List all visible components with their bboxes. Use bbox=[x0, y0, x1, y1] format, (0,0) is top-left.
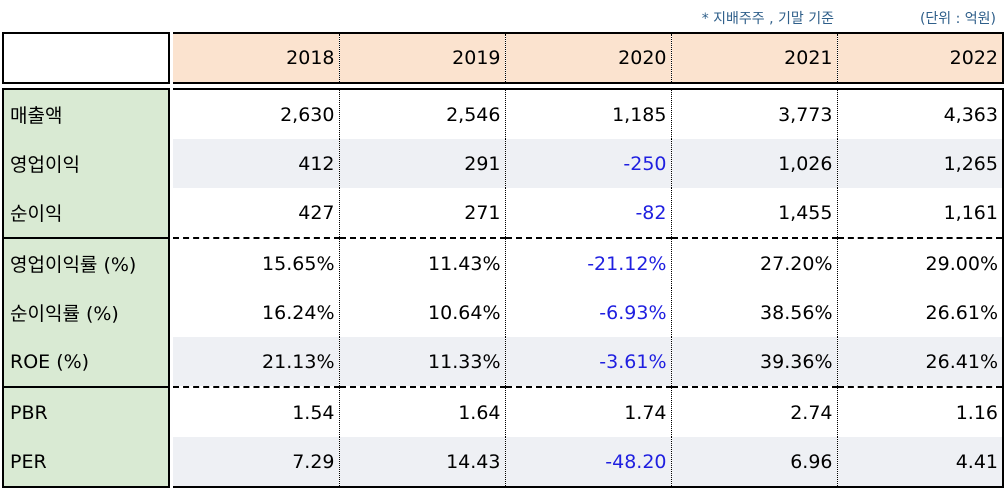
year-header: 2019 bbox=[339, 32, 506, 84]
row-label: 매출액 bbox=[2, 88, 170, 139]
table-row: PBR 1.54 1.64 1.74 2.74 1.16 bbox=[2, 386, 1004, 437]
table-cell: 1.74 bbox=[505, 386, 672, 437]
table-notes: * 지배주주 , 기말 기준 (단위 : 억원) bbox=[0, 4, 1006, 30]
table-cell: 38.56% bbox=[671, 288, 838, 337]
table-cell: 39.36% bbox=[671, 337, 838, 387]
table-row: 영업이익 412 291 -250 1,026 1,265 bbox=[2, 139, 1004, 188]
table-row: 순이익 427 271 -82 1,455 1,161 bbox=[2, 188, 1004, 238]
table-cell: 1,161 bbox=[837, 188, 1004, 238]
table-cell: 1.64 bbox=[339, 386, 506, 437]
table-cell: 1,455 bbox=[671, 188, 838, 238]
table-cell: 1,265 bbox=[837, 139, 1004, 188]
row-label: PER bbox=[2, 437, 170, 488]
table-row: ROE (%) 21.13% 11.33% -3.61% 39.36% 26.4… bbox=[2, 337, 1004, 387]
table-cell: 2.74 bbox=[671, 386, 838, 437]
header-row: 2018 2019 2020 2021 2022 bbox=[2, 32, 1004, 84]
year-header: 2020 bbox=[505, 32, 672, 84]
header-corner-cell bbox=[2, 32, 170, 84]
financial-table: 2018 2019 2020 2021 2022 매출액 2,630 2,546… bbox=[2, 32, 1004, 488]
table-cell: 1,185 bbox=[505, 88, 672, 139]
row-label: 영업이익률 (%) bbox=[2, 237, 170, 288]
table-cell: -6.93% bbox=[505, 288, 672, 337]
year-header: 2018 bbox=[173, 32, 340, 84]
table-cell: 1.16 bbox=[837, 386, 1004, 437]
table-cell: 427 bbox=[173, 188, 340, 238]
table-cell: -250 bbox=[505, 139, 672, 188]
table-cell: 291 bbox=[339, 139, 506, 188]
table-cell: 29.00% bbox=[837, 237, 1004, 288]
table-cell: 7.29 bbox=[173, 437, 340, 488]
table-cell: 3,773 bbox=[671, 88, 838, 139]
row-label: ROE (%) bbox=[2, 337, 170, 387]
table-cell: 11.43% bbox=[339, 237, 506, 288]
row-label: PBR bbox=[2, 386, 170, 437]
table-cell: 11.33% bbox=[339, 337, 506, 387]
unit-note: (단위 : 억원) bbox=[919, 11, 996, 27]
table-cell: -82 bbox=[505, 188, 672, 238]
table-cell: 4,363 bbox=[837, 88, 1004, 139]
table-cell: 6.96 bbox=[671, 437, 838, 488]
table-cell: 26.61% bbox=[837, 288, 1004, 337]
table-cell: 27.20% bbox=[671, 237, 838, 288]
table-cell: 4.41 bbox=[837, 437, 1004, 488]
table-cell: 16.24% bbox=[173, 288, 340, 337]
year-header: 2021 bbox=[671, 32, 838, 84]
table-cell: 26.41% bbox=[837, 337, 1004, 387]
table-cell: -3.61% bbox=[505, 337, 672, 387]
basis-note: * 지배주주 , 기말 기준 bbox=[701, 11, 834, 27]
table-row: 매출액 2,630 2,546 1,185 3,773 4,363 bbox=[2, 88, 1004, 139]
table-row: 순이익률 (%) 16.24% 10.64% -6.93% 38.56% 26.… bbox=[2, 288, 1004, 337]
table-cell: 412 bbox=[173, 139, 340, 188]
row-label: 순이익 bbox=[2, 188, 170, 238]
table-cell: -21.12% bbox=[505, 237, 672, 288]
table-cell: 1,026 bbox=[671, 139, 838, 188]
table-row: 영업이익률 (%) 15.65% 11.43% -21.12% 27.20% 2… bbox=[2, 237, 1004, 288]
table-row: PER 7.29 14.43 -48.20 6.96 4.41 bbox=[2, 437, 1004, 488]
row-label: 영업이익 bbox=[2, 139, 170, 188]
row-label: 순이익률 (%) bbox=[2, 288, 170, 337]
table-cell: 10.64% bbox=[339, 288, 506, 337]
table-cell: 1.54 bbox=[173, 386, 340, 437]
table-cell: 2,630 bbox=[173, 88, 340, 139]
table-cell: 14.43 bbox=[339, 437, 506, 488]
table-cell: 21.13% bbox=[173, 337, 340, 387]
table-cell: 271 bbox=[339, 188, 506, 238]
table-cell: 15.65% bbox=[173, 237, 340, 288]
year-header: 2022 bbox=[837, 32, 1004, 84]
table-cell: 2,546 bbox=[339, 88, 506, 139]
table-cell: -48.20 bbox=[505, 437, 672, 488]
